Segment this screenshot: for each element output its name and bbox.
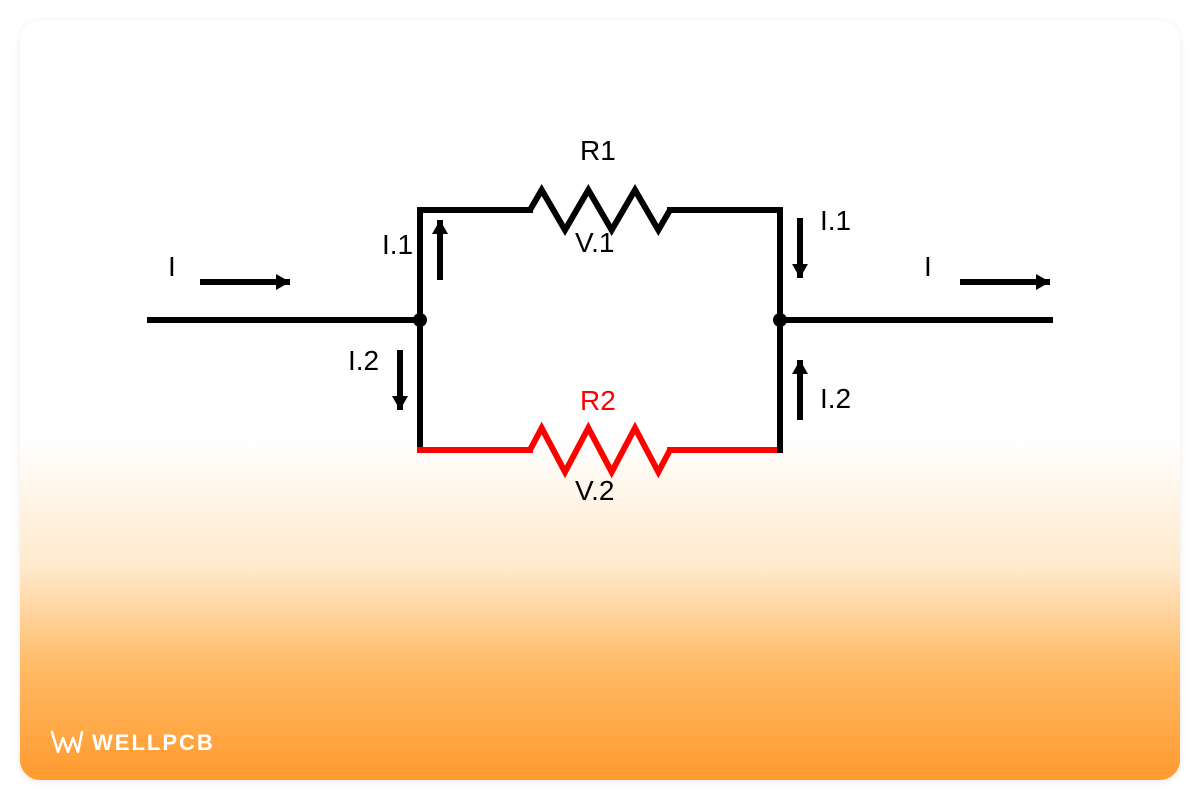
svg-text:R1: R1: [580, 135, 616, 166]
brand-logo: WELLPCB: [50, 730, 215, 756]
diagram-card: I I I.1 I.1 I.2 I.2 R1 V.1 R2 V.2 WELLPCB: [20, 20, 1180, 780]
circuit-diagram: I I I.1 I.1 I.2 I.2 R1 V.1 R2 V.2: [20, 20, 1180, 780]
svg-text:I: I: [168, 251, 176, 282]
svg-text:I.2: I.2: [348, 345, 379, 376]
svg-text:I.1: I.1: [820, 205, 851, 236]
svg-text:R2: R2: [580, 385, 616, 416]
svg-text:V.2: V.2: [575, 475, 614, 506]
svg-text:I.1: I.1: [382, 229, 413, 260]
svg-text:V.1: V.1: [575, 227, 614, 258]
svg-text:I: I: [924, 251, 932, 282]
logo-icon: [50, 730, 84, 756]
svg-text:I.2: I.2: [820, 383, 851, 414]
logo-text: WELLPCB: [92, 730, 215, 756]
